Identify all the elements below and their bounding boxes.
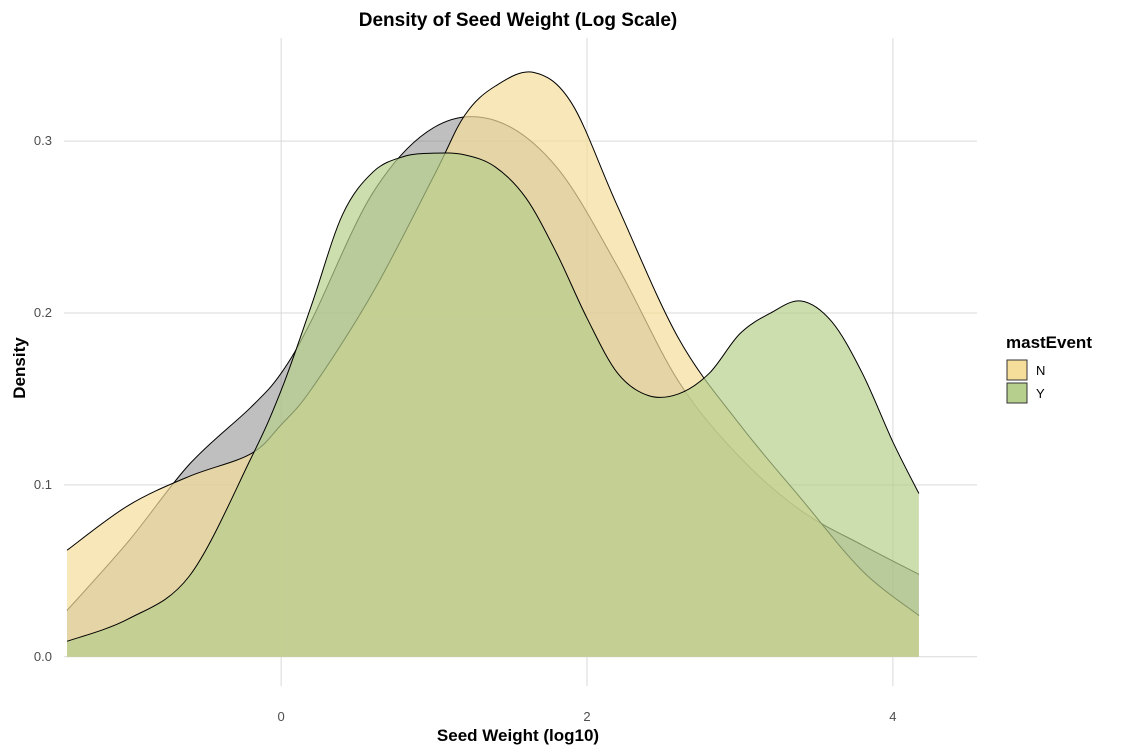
y-tick-label: 0.0 xyxy=(34,649,52,664)
density-areas xyxy=(66,71,920,657)
legend-key-n xyxy=(1006,359,1028,381)
legend-key-y xyxy=(1006,382,1028,404)
x-axis-title: Seed Weight (log10) xyxy=(437,726,599,745)
density-area-y xyxy=(67,152,919,657)
legend-label-y: Y xyxy=(1036,386,1045,401)
y-tick-label: 0.2 xyxy=(34,305,52,320)
tick-labels: 0.0 0.1 0.2 0.3 0 2 4 xyxy=(34,133,897,724)
density-area-y-outline xyxy=(66,152,920,642)
x-tick-label: 2 xyxy=(583,709,590,724)
x-tick-label: 4 xyxy=(889,709,896,724)
y-tick-label: 0.3 xyxy=(34,133,52,148)
chart-title: Density of Seed Weight (Log Scale) xyxy=(359,10,677,31)
y-tick-label: 0.1 xyxy=(34,477,52,492)
y-axis-title: Density xyxy=(10,337,29,399)
legend: mastEvent NY xyxy=(1006,333,1092,404)
x-tick-label: 0 xyxy=(278,709,285,724)
legend-label-n: N xyxy=(1036,363,1045,378)
legend-title: mastEvent xyxy=(1006,333,1092,352)
legend-entries: NY xyxy=(1006,359,1045,404)
